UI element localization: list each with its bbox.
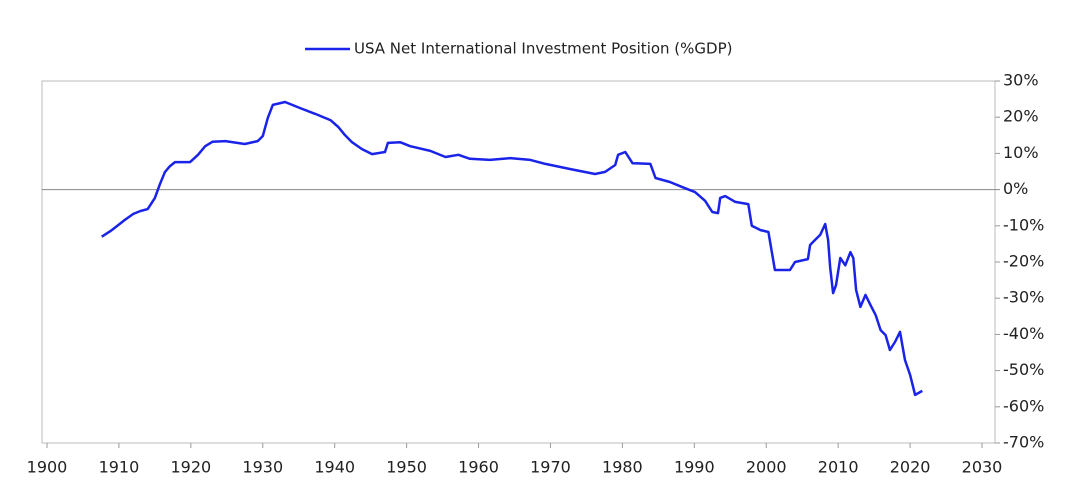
x-tick-label: 2000: [746, 458, 787, 477]
x-tick-label: 1990: [674, 458, 715, 477]
plot-frame: [41, 80, 996, 444]
x-tick-label: 1940: [314, 458, 355, 477]
x-tick-label: 1900: [27, 458, 68, 477]
x-tick-label: 2020: [890, 458, 931, 477]
x-tick-label: 1950: [386, 458, 427, 477]
y-tick-label: -70%: [1003, 433, 1044, 452]
y-tick-label: -30%: [1003, 288, 1044, 307]
y-tick-label: -50%: [1003, 360, 1044, 379]
y-tick-label: 0%: [1003, 179, 1028, 198]
x-tick-label: 1930: [242, 458, 283, 477]
x-tick-label: 2030: [962, 458, 1003, 477]
y-tick-label: -60%: [1003, 396, 1044, 415]
x-tick-label: 1970: [530, 458, 571, 477]
x-tick-label: 1910: [99, 458, 140, 477]
x-tick-label: 2010: [818, 458, 859, 477]
x-tick-label: 1960: [458, 458, 499, 477]
y-tick-label: -10%: [1003, 215, 1044, 234]
y-tick-label: 30%: [1003, 71, 1039, 90]
line: [101, 100, 923, 397]
x-tick-label: 1920: [170, 458, 211, 477]
y-tick-label: -40%: [1003, 324, 1044, 343]
legend-label: USA Net International Investment Positio…: [354, 40, 733, 58]
y-tick-label: 10%: [1003, 143, 1039, 162]
y-tick-label: -20%: [1003, 252, 1044, 271]
x-tick-label: 1980: [602, 458, 643, 477]
y-tick-label: 20%: [1003, 107, 1039, 126]
